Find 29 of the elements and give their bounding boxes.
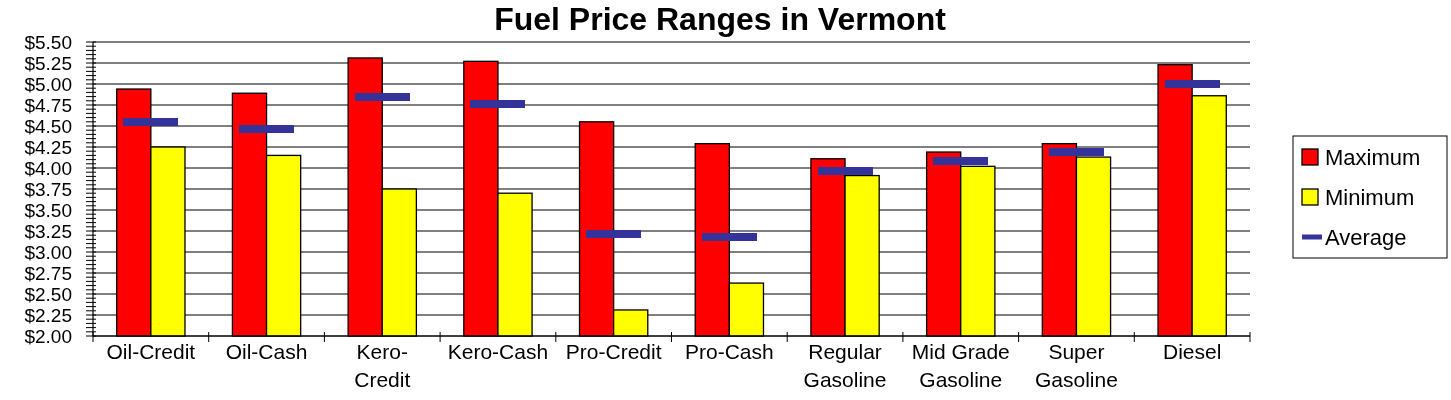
y-tick-label: $2.25: [24, 304, 72, 326]
y-tick-label: $3.50: [24, 199, 72, 221]
y-tick-label: $4.00: [24, 157, 72, 179]
x-tick-label: Kero-Cash: [447, 340, 549, 363]
y-tick-label: $3.00: [24, 241, 72, 263]
y-tick-label: $2.75: [24, 262, 72, 284]
x-tick-label: Regular Gasoline: [803, 340, 887, 391]
x-tick-label: Diesel: [1162, 340, 1222, 363]
y-tick-label: $4.50: [24, 115, 72, 137]
y-tick-label: $5.50: [24, 31, 72, 53]
x-tick-label: Pro-Credit: [565, 340, 662, 363]
y-tick-label: $3.25: [24, 220, 72, 242]
x-tick-label: Mid Grade Gasoline: [911, 340, 1010, 391]
x-tick-label: Oil-Cash: [225, 340, 308, 363]
y-tick-label: $2.50: [24, 283, 72, 305]
y-tick-label: $3.75: [24, 178, 72, 200]
legend-label: Maximum: [1325, 144, 1421, 170]
y-tick-label: $2.00: [24, 325, 72, 347]
chart-title: Fuel Price Ranges in Vermont: [494, 1, 947, 37]
y-tick-label: $4.25: [24, 136, 72, 158]
x-tick-label: Oil-Credit: [106, 340, 196, 363]
x-tick-label: Super Gasoline: [1035, 340, 1118, 391]
legend-label: Average: [1325, 224, 1407, 250]
legend-label: Minimum: [1325, 184, 1415, 210]
x-tick-label: Kero-Credit: [354, 340, 411, 391]
y-tick-label: $5.00: [24, 73, 72, 95]
y-tick-label: $4.75: [24, 94, 72, 116]
x-tick-label: Pro-Cash: [685, 340, 774, 363]
y-tick-label: $5.25: [24, 52, 72, 74]
